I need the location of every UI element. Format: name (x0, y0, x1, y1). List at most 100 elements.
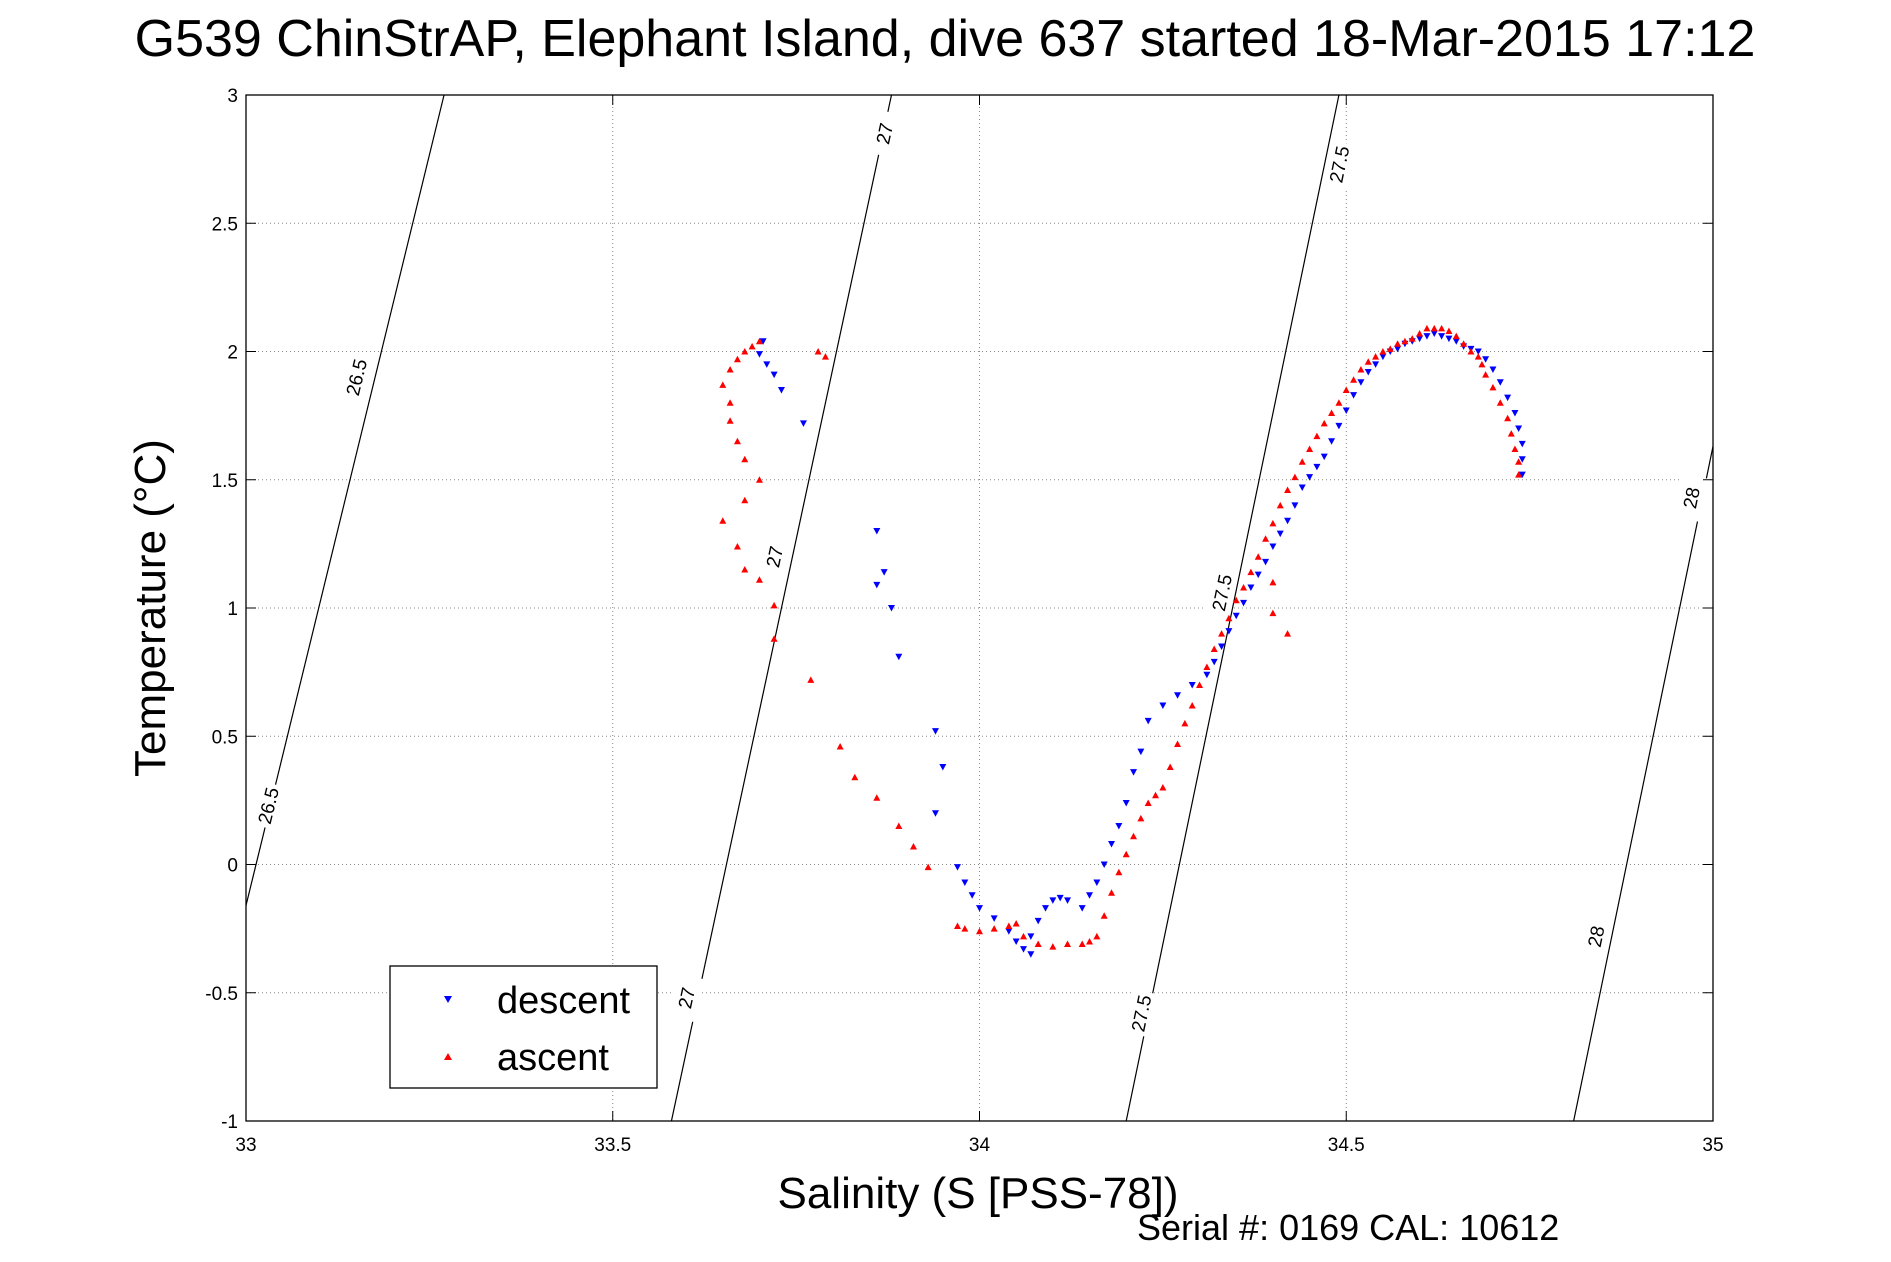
ascent-point (741, 496, 749, 504)
descent-point (1298, 484, 1306, 491)
ascent-point (719, 517, 727, 524)
ascent-point (1313, 432, 1321, 440)
descent-point (1034, 917, 1042, 925)
ascent-point (1152, 791, 1160, 799)
density-contours: 26.5 26.5 27 27 27 27.5 27.5 27.5 28 28 (245, 94, 1714, 1122)
y-tick-label: -1 (221, 1112, 238, 1133)
descent-point (1515, 425, 1523, 432)
ascent-point (1379, 348, 1387, 355)
descent-point (895, 653, 903, 661)
axis-ticks: 33 33.5 34 34.5 35 -1 -0.5 0 0.5 1 1.5 2 2.5 3 (205, 86, 1723, 1156)
density-contour-label-bg (756, 532, 792, 581)
legend-ascent-marker (444, 1053, 452, 1060)
density-contour-label: 28 (1680, 486, 1705, 511)
ascent-point (1416, 330, 1424, 337)
ascent-point (1262, 535, 1270, 542)
descent-point (763, 361, 771, 368)
descent-point (1108, 840, 1116, 848)
descent-point (1122, 799, 1130, 807)
descent-point (759, 338, 767, 345)
ascent-point (1269, 609, 1277, 617)
serial-footer: Serial #: 0169 CAL: 10612 (1137, 1207, 1559, 1248)
descent-point (953, 864, 961, 871)
descent-point (1093, 879, 1101, 886)
descent-point (1320, 453, 1328, 461)
ascent-point (821, 353, 829, 360)
descent-point (1144, 717, 1152, 725)
y-tick-label: 3 (227, 86, 238, 107)
descent-point (1218, 643, 1226, 650)
ascent-point (895, 822, 903, 830)
descent-point (1482, 356, 1490, 363)
ascent-point (1335, 399, 1343, 406)
ascent-point (1423, 324, 1431, 332)
ascent-point (748, 342, 756, 350)
descent-point (1284, 517, 1292, 525)
x-tick-label: 35 (1702, 1135, 1723, 1156)
descent-point (1049, 897, 1057, 904)
ascent-point (1394, 340, 1402, 347)
descent-point (1254, 571, 1262, 579)
descent-point (1027, 951, 1035, 958)
ascent-point (1203, 663, 1211, 670)
descent-point (1203, 671, 1211, 679)
ascent-point (953, 922, 961, 930)
ascent-point (1401, 337, 1409, 345)
ascent-point (1137, 814, 1145, 822)
descent-point (1137, 748, 1145, 756)
descent-point (1335, 422, 1343, 430)
ascent-point (726, 399, 734, 406)
descent-point (1159, 702, 1167, 709)
chart-title: G539 ChinStrAP, Elephant Island, dive 63… (135, 10, 1756, 68)
descent-point (1005, 928, 1013, 935)
density-contour-label-bg (1204, 568, 1239, 617)
ascent-point (990, 925, 998, 932)
density-contour-label-bg (250, 781, 286, 830)
ascent-point (909, 843, 917, 850)
ascent-point (733, 542, 741, 550)
descent-point (1379, 353, 1387, 361)
ascent-point (1342, 386, 1350, 393)
density-contour-label-group: 27 (668, 973, 704, 1023)
ascent-point (1181, 719, 1189, 727)
x-tick-label: 34 (969, 1135, 991, 1156)
descent-point (976, 905, 983, 912)
descent-point (1504, 394, 1512, 402)
ascent-point (1298, 458, 1306, 465)
descent-point (1357, 379, 1365, 386)
ascent-point (1130, 832, 1138, 840)
descent-point (1247, 584, 1255, 591)
y-axis-label: Temperature (°C) (126, 439, 175, 777)
ascent-point (1306, 445, 1314, 452)
legend-descent-marker (444, 996, 452, 1003)
ascent-point (976, 927, 983, 935)
ascent-point (1078, 940, 1086, 948)
ascent-point (1496, 399, 1504, 406)
descent-point (961, 879, 969, 886)
density-contour-label: 27 (763, 544, 788, 569)
ascent-point (1225, 614, 1233, 622)
ascent-point (1452, 332, 1460, 340)
ascent-point (1284, 630, 1292, 637)
descent-point (873, 581, 881, 589)
ascent-point (1291, 473, 1299, 481)
descent-point (873, 528, 881, 535)
y-tick-label: 0.5 (212, 727, 238, 748)
density-contour-label-group: 28 (1578, 912, 1613, 961)
density-contour-line (670, 94, 893, 1122)
ascent-point (1218, 630, 1226, 637)
ascent-point (770, 601, 778, 609)
ascent-point (1507, 430, 1515, 437)
ascent-point (741, 348, 749, 355)
descent-point (931, 810, 939, 817)
descent-point (1078, 905, 1086, 912)
ascent-point (719, 381, 727, 388)
legend[interactable]: descent ascent (389, 965, 658, 1089)
descent-point (1518, 456, 1526, 463)
descent-point (1064, 897, 1072, 904)
ascent-point (1064, 940, 1072, 948)
ascent-point (1364, 358, 1372, 365)
y-tick-label: 2 (227, 343, 238, 364)
descent-point (1020, 946, 1028, 953)
